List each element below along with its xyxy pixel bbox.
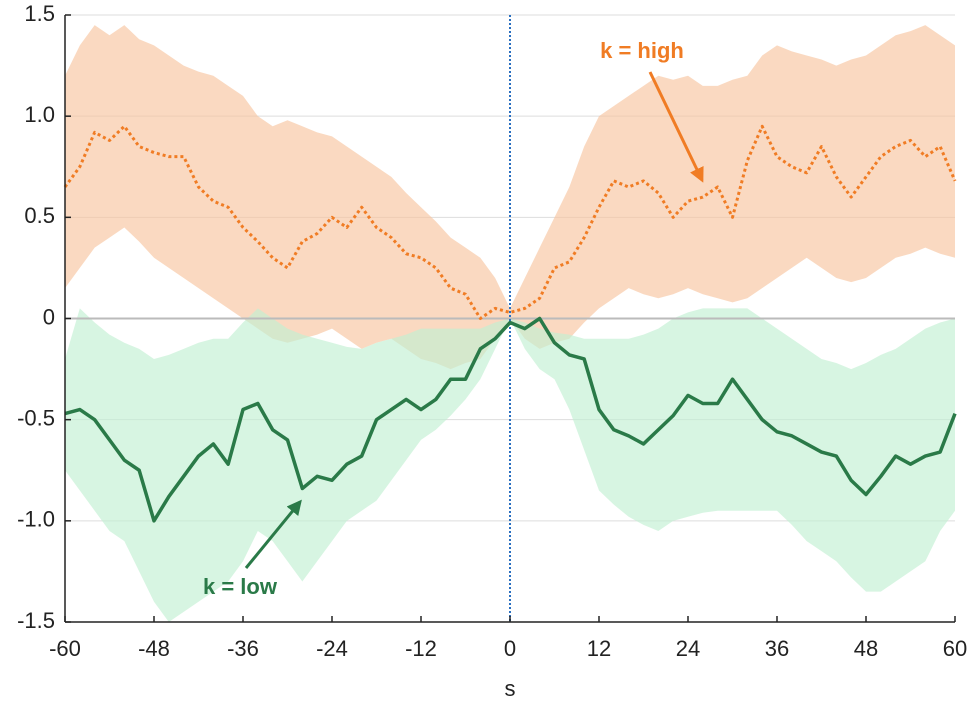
x-tick-label: -48 <box>138 636 170 661</box>
y-tick-label: -1.5 <box>17 608 55 633</box>
x-tick-label: -60 <box>49 636 81 661</box>
annotation-arrow <box>244 499 302 569</box>
y-tick-label: 1.0 <box>24 102 55 127</box>
x-tick-label: 36 <box>765 636 789 661</box>
x-tick-label: 0 <box>504 636 516 661</box>
series-line <box>64 316 957 523</box>
x-tick-label: 12 <box>587 636 611 661</box>
x-tick-label: -24 <box>316 636 348 661</box>
series-line <box>63 124 957 320</box>
annotation: k = high <box>600 38 684 63</box>
y-tick-label: 0.5 <box>24 203 55 228</box>
x-tick-label: 48 <box>854 636 878 661</box>
y-tick-label: 0 <box>43 304 55 329</box>
annotation-arrow <box>648 71 704 183</box>
confidence-band <box>65 25 955 370</box>
x-tick-label: 24 <box>676 636 700 661</box>
y-tick-label: -0.5 <box>17 405 55 430</box>
y-tick-label: 1.5 <box>24 1 55 26</box>
annotation: k = low <box>203 574 278 599</box>
y-tick-label: -1.0 <box>17 507 55 532</box>
confidence-band <box>65 308 955 622</box>
x-axis-label: s <box>505 676 516 701</box>
x-tick-label: -36 <box>227 636 259 661</box>
x-tick-label: -12 <box>405 636 437 661</box>
x-tick-label: 60 <box>943 636 967 661</box>
